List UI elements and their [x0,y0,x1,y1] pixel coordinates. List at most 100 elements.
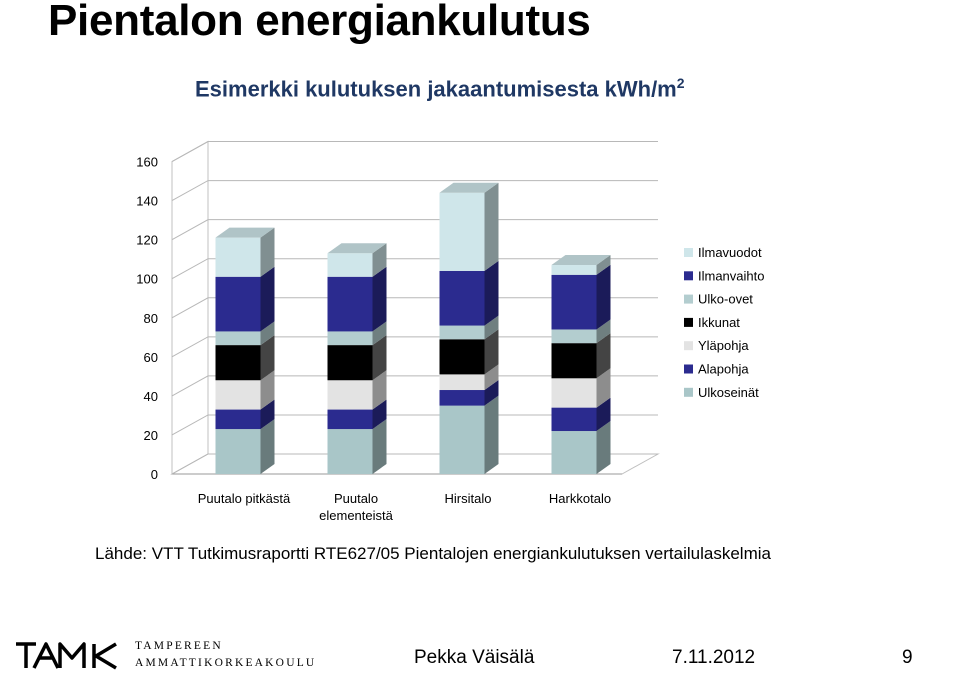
bar-segment [327,253,373,277]
bar-segment [327,276,373,332]
bar-segment-side [372,370,387,410]
bar-segment-side [260,399,275,430]
bar-segment-side [372,266,387,332]
y-tick-label: 160 [136,155,158,170]
gridline [171,219,658,241]
gridline [171,375,658,397]
bar-segment-side [372,335,387,381]
bar-segment [439,270,485,326]
chart-subtitle-text: Esimerkki kulutuksen jakaantumisesta kWh… [195,76,677,102]
bar-segment [551,274,597,330]
bar-segment-side [484,380,499,406]
bar-segment [439,374,485,391]
bar-segment-side [260,227,275,277]
bar-segment [327,331,373,346]
bar-segment [327,429,373,474]
bar-segment [551,343,597,379]
legend-label: Ulkoseinät [698,385,759,400]
gridline [171,297,658,319]
y-tick-label: 100 [136,272,158,287]
bar-segment-side [596,333,611,379]
bar-segment-side [596,421,611,474]
logo-line-2: AMMATTIKORKEAKOULU [135,657,317,669]
bar-segment [439,192,485,271]
bar-segment-side [484,182,499,271]
stacked-bar-chart: 0 20 40 60 80 100 120 140 160 Puutalo pitkästä Puu… [136,140,764,523]
legend-swatch [684,387,693,397]
bar-segment [215,345,261,381]
tamk-logo-mark [16,642,117,670]
y-tick-label: 120 [136,233,158,248]
bar-segment [551,407,597,432]
gridline [171,141,658,162]
logo-line-1: TAMPEREEN [135,640,223,652]
legend-label: Alapohja [698,362,749,377]
bar-segment-side [372,419,387,474]
x-category-label: elementeistä [319,508,393,523]
gridline [171,414,658,436]
chart-subtitle: Esimerkki kulutuksen jakaantumisesta kWh… [195,75,685,102]
bar-segment-side [484,260,499,326]
legend-label: Ilmanvaihto [698,268,764,283]
bar-segment [215,276,261,332]
bar-segment [215,380,261,410]
legend-swatch [684,294,693,304]
bar-top [215,227,275,238]
bar-segment [215,331,261,346]
bar-segment-side [372,321,387,346]
bar-segment-side [484,364,499,391]
chart-subtitle-superscript: 2 [676,75,685,91]
bar-segment-side [596,397,611,432]
bar-segment [551,265,597,275]
bar-top [327,243,387,254]
legend-label: Yläpohja [698,338,749,353]
bar-segment [439,325,485,340]
bar-top [551,255,611,266]
bar-segment-side [596,255,611,275]
bar-segment-side [260,419,275,474]
bar-segment [439,405,485,474]
legend-label: Ikkunat [698,315,740,330]
bar-segment [551,378,597,408]
legend-swatch [684,317,693,327]
bar-segment [215,409,261,430]
x-category-label: Puutalo pitkästä [198,491,291,506]
gridline [171,258,658,280]
bar-segment-side [596,319,611,344]
legend-swatch [684,364,693,374]
slide-title: Pientalon energiankulutus [48,0,591,45]
y-tick-label: 20 [144,428,158,443]
footer-date: 7.11.2012 [672,647,756,668]
bar-segment [327,409,373,430]
bar-segment-side [260,266,275,332]
bar-segment-side [260,321,275,346]
bar-segment [327,380,373,410]
legend-swatch [684,341,693,351]
y-tick-label: 40 [144,389,158,404]
y-tick-label: 80 [144,311,158,326]
tamk-logo [16,642,117,670]
bar-segment-side [260,335,275,381]
bar-segment [215,237,261,277]
legend-swatch [684,271,693,281]
bar-segment [327,345,373,381]
bar-segment-side [260,370,275,410]
y-tick-label: 60 [144,350,158,365]
gridline [171,453,658,475]
bar-top [439,182,499,193]
footer-author: Pekka Väisälä [414,647,535,668]
bar-segment-side [596,264,611,330]
bar-segment [551,431,597,474]
gridline [171,336,658,358]
bar-segment-side [596,368,611,408]
y-tick-label: 140 [136,194,158,209]
legend-swatch [684,248,693,257]
x-category-label: Hirsitalo [445,491,492,506]
gridline [171,180,658,202]
bar-segment-side [372,399,387,430]
bar-segment-side [484,315,499,340]
bar-segment [439,390,485,406]
x-category-label: Puutalo [334,491,378,506]
bar-segment [439,339,485,375]
legend-label: Ilmavuodot [698,245,762,260]
